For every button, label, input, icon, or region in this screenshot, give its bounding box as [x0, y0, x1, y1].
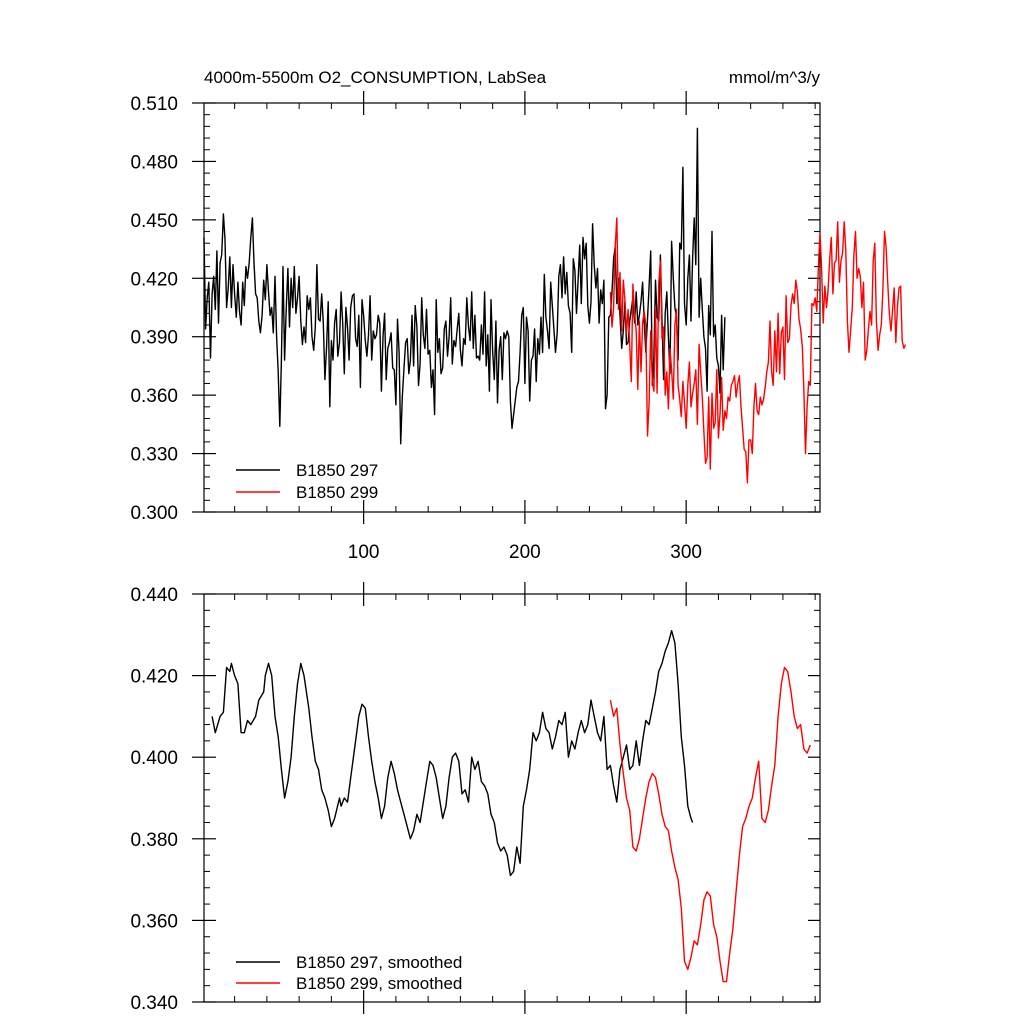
series-line-b1850-297-smoothed [211, 630, 694, 877]
legend-label: B1850 299, smoothed [296, 974, 462, 993]
x-tick-label: 100 [348, 542, 380, 563]
y-tick-label: 0.330 [130, 445, 178, 466]
y-tick-label: 0.400 [130, 748, 178, 769]
chart-units: mmol/m^3/y [729, 68, 821, 87]
chart-title: 4000m-5500m O2_CONSUMPTION, LabSea [204, 68, 547, 87]
y-tick-label: 0.480 [130, 152, 178, 173]
y-tick-label: 0.360 [130, 911, 178, 932]
y-tick-label: 0.420 [130, 269, 178, 290]
y-tick-label: 0.390 [130, 328, 178, 349]
y-tick-label: 0.360 [130, 386, 178, 407]
panel-bottom-ticks: 0.340 0.360 0.380 0.400 0.420 0.440 [130, 582, 820, 1014]
legend-label: B1850 297 [296, 461, 378, 480]
panel-bottom-frame [203, 593, 821, 1003]
series-line-b1850-299 [609, 217, 907, 484]
panel-top-ticks: 0.300 0.330 0.360 0.390 0.420 0.450 0.480 0.510… [130, 91, 820, 563]
y-tick-label: 0.340 [130, 993, 178, 1014]
x-tick-label: 200 [509, 542, 541, 563]
panel-top-legend: B1850 297 B1850 299 [236, 461, 378, 502]
y-tick-label: 0.440 [130, 585, 178, 606]
series-line-b1850-299-smoothed [609, 666, 811, 983]
y-tick-label: 0.380 [130, 830, 178, 851]
y-tick-label: 0.510 [130, 94, 178, 115]
panel-top: 4000m-5500m O2_CONSUMPTION, LabSea mmol/… [130, 68, 907, 563]
panel-top-series [203, 127, 907, 484]
y-tick-label: 0.420 [130, 667, 178, 688]
legend-label: B1850 299 [296, 483, 378, 502]
y-tick-label: 0.300 [130, 503, 178, 524]
panel-bottom: 0.340 0.360 0.380 0.400 0.420 0.440 B1850 297… [130, 582, 821, 1014]
panel-bottom-series [211, 630, 811, 983]
legend-label: B1850 297, smoothed [296, 953, 462, 972]
panel-bottom-legend: B1850 297, smoothed B1850 299, smoothed [236, 953, 462, 993]
x-tick-label: 300 [670, 542, 702, 563]
series-line-b1850-297 [203, 127, 726, 445]
panel-top-frame [203, 102, 821, 513]
y-tick-label: 0.450 [130, 211, 178, 232]
